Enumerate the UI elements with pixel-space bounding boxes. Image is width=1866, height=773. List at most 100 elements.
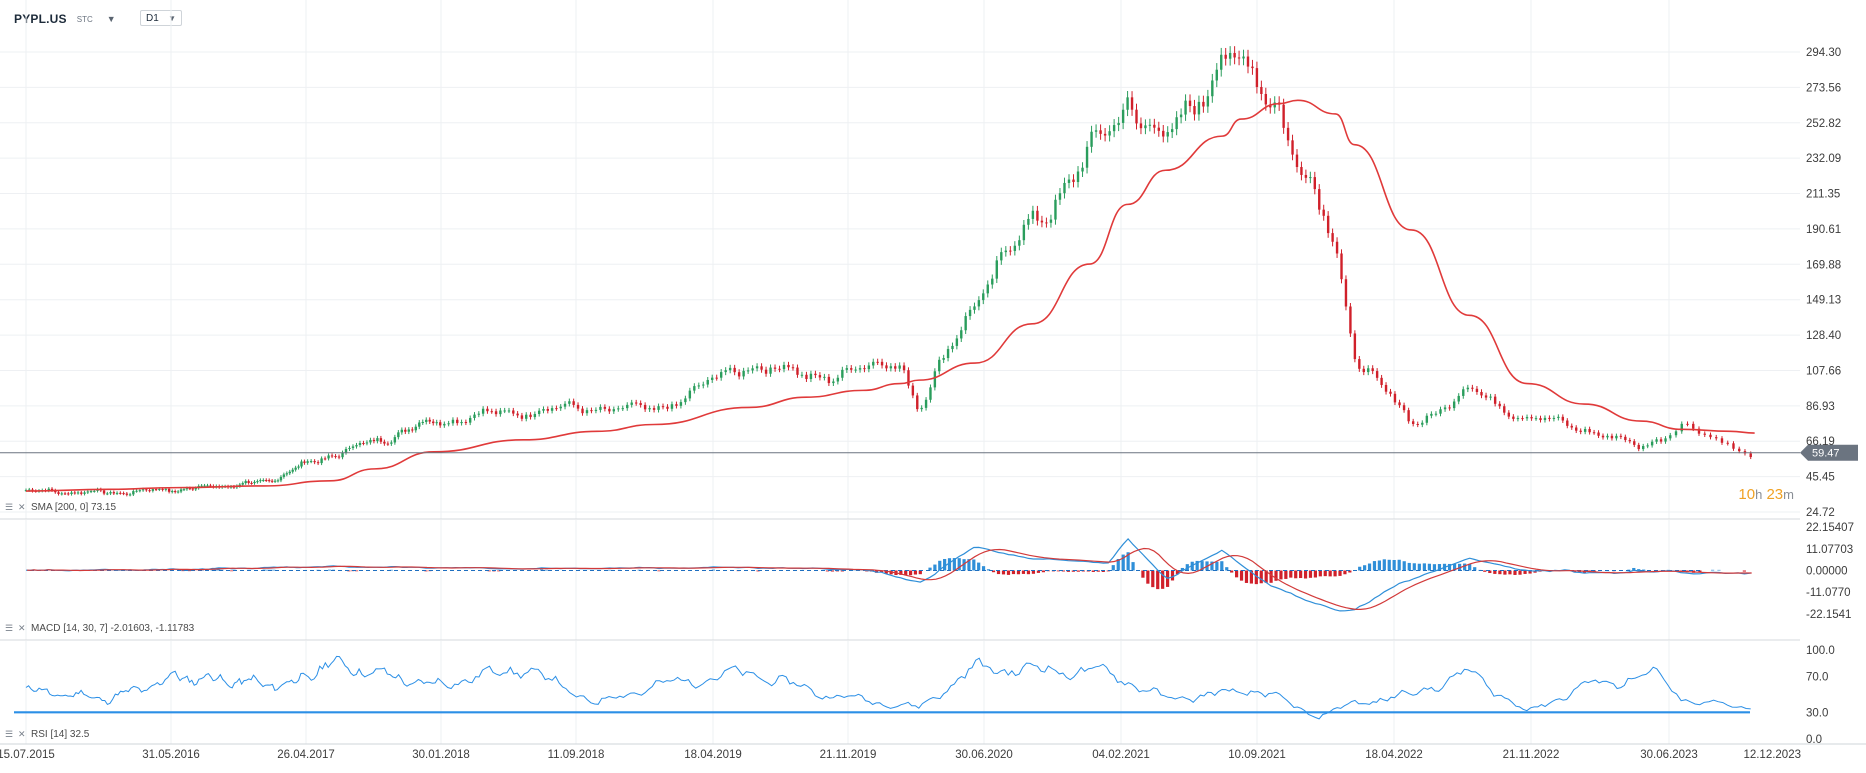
macd-histogram-bar (711, 569, 715, 571)
macd-histogram-bar (1447, 563, 1452, 571)
last-price-tag: 59.47 (1800, 444, 1858, 461)
candle-body (106, 493, 109, 495)
legend-close-icon[interactable]: ✕ (18, 729, 26, 739)
candle-body (1058, 193, 1062, 200)
candle-body (330, 455, 334, 457)
macd-histogram-bar (187, 570, 192, 572)
candle-body (1081, 167, 1084, 172)
date-axis-label: 30.06.2020 (955, 749, 1013, 761)
symbol-dropdown-chevron-icon[interactable]: ▼ (106, 14, 116, 24)
candle-body (1027, 218, 1030, 225)
candle-body (955, 338, 959, 346)
candle-body (171, 491, 174, 493)
candle-body (241, 483, 244, 485)
legend-menu-icon[interactable]: ☰ (5, 502, 13, 512)
candle-body (443, 423, 446, 426)
candle-body (1398, 402, 1401, 406)
candle-body (706, 379, 709, 385)
macd-signal-line (26, 547, 1752, 610)
sma-legend[interactable]: ☰ ✕ SMA [200, 0] 73.15 (5, 502, 116, 513)
macd-legend[interactable]: ☰ ✕ MACD [14, 30, 7] -2.01603, -1.11783 (5, 623, 195, 634)
macd-histogram-bar (1397, 559, 1401, 571)
candle-body (599, 406, 602, 410)
price-axis-label: 66.19 (1806, 436, 1835, 448)
symbol-label[interactable]: PYPL.US (14, 12, 67, 26)
candle-body (362, 443, 365, 445)
candle-body (1548, 417, 1551, 419)
candle-body (1680, 423, 1683, 432)
macd-histogram-bar (1387, 559, 1391, 571)
legend-close-icon[interactable]: ✕ (18, 623, 26, 633)
macd-histogram-bar (1528, 570, 1532, 574)
candle-body (1503, 406, 1506, 413)
legend-menu-icon[interactable]: ☰ (5, 729, 13, 739)
macd-histogram-bar (1742, 570, 1746, 572)
candle-body (894, 366, 897, 369)
candle-body (279, 476, 283, 481)
macd-histogram-bar (1116, 558, 1120, 571)
candle-body (1009, 250, 1012, 252)
candlestick-series (24, 46, 1752, 497)
candle-body (715, 377, 718, 379)
candle-body (1358, 359, 1361, 369)
candle-body (1434, 413, 1438, 415)
macd-histogram-bar (1488, 570, 1492, 574)
date-axis-label: 11.09.2018 (548, 749, 605, 761)
candle-body (288, 471, 291, 474)
macd-histogram-bar (1299, 570, 1303, 579)
candle-body (376, 438, 379, 442)
rsi-legend[interactable]: ☰ ✕ RSI [14] 32.5 (5, 729, 90, 740)
candle-body (1202, 101, 1205, 107)
candle-body (1130, 97, 1134, 110)
macd-line (25, 538, 1751, 612)
candle-body (425, 419, 428, 422)
candle-body (327, 455, 330, 459)
timeframe-value: D1 (146, 12, 159, 24)
legend-close-icon[interactable]: ✕ (18, 502, 26, 512)
candle-body (670, 404, 674, 409)
candle-body (800, 374, 804, 376)
macd-histogram-bar (1269, 570, 1273, 583)
candle-body (1242, 56, 1245, 59)
macd-histogram-bar (1518, 570, 1522, 575)
macd-axis-label: 11.07703 (1806, 544, 1853, 556)
candle-body (1126, 97, 1129, 110)
candle-body (309, 461, 313, 463)
date-axis-label: 18.04.2019 (684, 749, 742, 761)
candle-body (428, 419, 431, 422)
candle-body (1049, 219, 1053, 223)
price-axis-label: 45.45 (1806, 472, 1835, 484)
candle-body (1013, 245, 1017, 251)
candle-body (167, 488, 171, 492)
candle-body (67, 493, 70, 495)
candle-body (1326, 215, 1330, 234)
candle-body (57, 492, 60, 494)
candle-body (109, 492, 112, 494)
candle-countdown: 10h 23m (1738, 486, 1794, 503)
legend-menu-icon[interactable]: ☰ (5, 623, 13, 633)
macd-histogram-bar (1220, 561, 1224, 571)
date-axis-label: 31.05.2016 (142, 749, 200, 761)
macd-histogram-bar (1503, 570, 1507, 575)
candle-body (769, 367, 772, 374)
date-axis-label: 15.07.2015 (0, 749, 55, 761)
candle-body (666, 406, 669, 409)
candle-body (809, 373, 813, 380)
macd-histogram-bar (899, 570, 903, 575)
candle-body (138, 490, 142, 492)
candle-body (1220, 54, 1223, 70)
candle-body (1072, 179, 1075, 183)
candle-body (630, 402, 633, 405)
candle-body (1000, 252, 1003, 261)
macd-histogram-bar (1185, 564, 1189, 571)
candle-body (991, 278, 994, 285)
candle-body (1425, 415, 1429, 423)
candle-body (1304, 174, 1308, 178)
candle-body (486, 408, 489, 412)
candle-body (1224, 54, 1227, 59)
candle-body (1246, 56, 1250, 67)
candle-body (929, 387, 932, 400)
candle-body (1674, 431, 1678, 436)
candle-body (1393, 393, 1397, 403)
